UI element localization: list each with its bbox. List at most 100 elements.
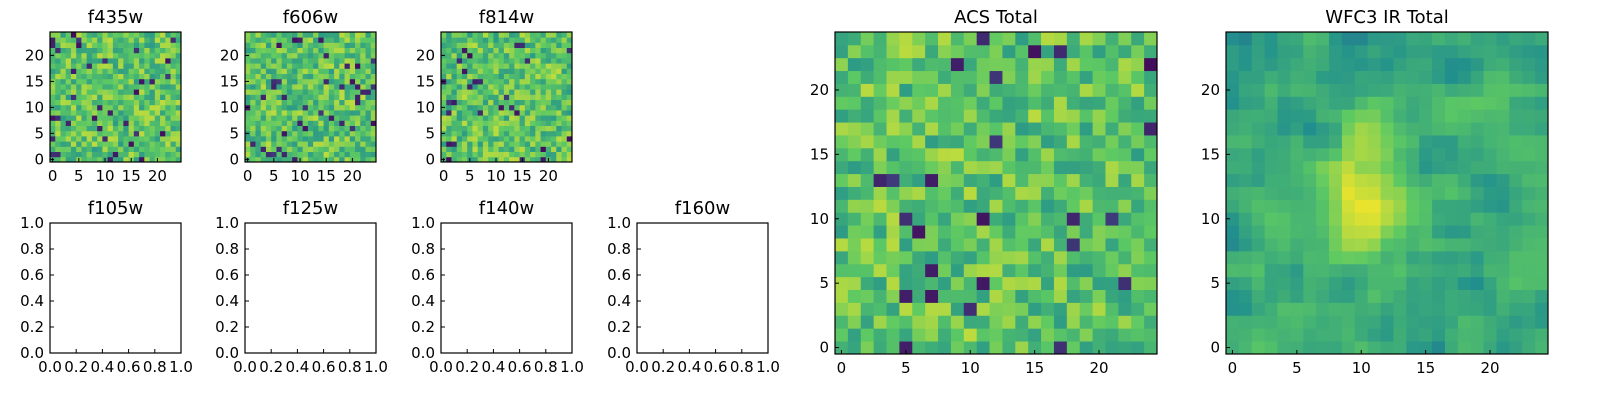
heatmap-cell bbox=[472, 141, 479, 147]
heatmap-cell bbox=[50, 110, 56, 116]
heatmap-cell bbox=[482, 130, 489, 137]
x-tick-label: 0 bbox=[48, 167, 58, 185]
heatmap-cell bbox=[535, 125, 541, 132]
heatmap-cell bbox=[1354, 70, 1369, 84]
heatmap-cell bbox=[160, 104, 166, 111]
heatmap-cell bbox=[503, 146, 510, 152]
heatmap-cell bbox=[1535, 32, 1549, 46]
heatmap-cell bbox=[446, 37, 452, 43]
heatmap-cell bbox=[370, 78, 377, 85]
heatmap-cell bbox=[1380, 328, 1394, 342]
heatmap-cell bbox=[1238, 147, 1253, 162]
heatmap-cell bbox=[503, 52, 510, 59]
heatmap-cell bbox=[1457, 238, 1472, 252]
heatmap-cell bbox=[118, 32, 124, 38]
heatmap-cell bbox=[1470, 250, 1484, 265]
heatmap-cell bbox=[545, 136, 552, 142]
heatmap-cell bbox=[566, 84, 573, 90]
heatmap-cell bbox=[860, 276, 875, 290]
heatmap-cell bbox=[286, 63, 293, 69]
heatmap-cell bbox=[102, 130, 109, 137]
heatmap-cell bbox=[1509, 328, 1523, 342]
heatmap-cell bbox=[1522, 186, 1536, 200]
heatmap-cell bbox=[1457, 328, 1472, 342]
heatmap-cell bbox=[566, 37, 573, 43]
heatmap-cell bbox=[339, 32, 345, 38]
heatmap-cell bbox=[1002, 160, 1016, 175]
heatmap-cell bbox=[1444, 302, 1459, 316]
heatmap-cell bbox=[535, 63, 541, 69]
heatmap-cell bbox=[1419, 250, 1433, 265]
axes-frame bbox=[440, 31, 573, 163]
heatmap-cell bbox=[250, 32, 256, 38]
heatmap-cell bbox=[488, 73, 494, 80]
heatmap-cell bbox=[144, 42, 150, 48]
heatmap-cell bbox=[556, 94, 562, 100]
heatmap-cell bbox=[70, 78, 77, 85]
heatmap-cell bbox=[265, 32, 272, 38]
heatmap-cell bbox=[566, 151, 573, 158]
heatmap-cell bbox=[1079, 70, 1093, 84]
heatmap-cell bbox=[149, 125, 156, 132]
heatmap-cell bbox=[81, 130, 88, 137]
heatmap-cell bbox=[107, 84, 114, 90]
heatmap-cell bbox=[530, 115, 536, 121]
heatmap-cell bbox=[472, 42, 479, 48]
y-tick-label: 0.2 bbox=[607, 318, 631, 336]
heatmap-cell bbox=[1419, 135, 1433, 149]
heatmap-cell bbox=[344, 94, 351, 100]
heatmap-cell bbox=[989, 302, 1003, 316]
heatmap-cell bbox=[292, 125, 298, 132]
heatmap-cell bbox=[963, 135, 978, 149]
heatmap-cell bbox=[76, 84, 82, 90]
heatmap-cell bbox=[81, 63, 88, 69]
heatmap-cell bbox=[1380, 238, 1394, 252]
heatmap-cell bbox=[281, 47, 288, 54]
heatmap-cell bbox=[446, 63, 452, 69]
heatmap-cell bbox=[1380, 276, 1394, 290]
heatmap-cell bbox=[1329, 212, 1343, 226]
heatmap-cell bbox=[360, 47, 366, 54]
heatmap-cell bbox=[530, 47, 536, 54]
heatmap-cell bbox=[1290, 328, 1304, 342]
heatmap-cell bbox=[446, 130, 452, 137]
heatmap-cell bbox=[514, 68, 520, 74]
heatmap-cell bbox=[1053, 44, 1068, 59]
heatmap-cell bbox=[488, 156, 494, 163]
heatmap-cell bbox=[344, 52, 351, 59]
heatmap-cell bbox=[91, 156, 98, 163]
heatmap-cell bbox=[91, 73, 98, 80]
heatmap-cell bbox=[899, 160, 913, 175]
heatmap-cell bbox=[175, 120, 182, 126]
heatmap-cell bbox=[925, 96, 939, 110]
y-tick-label: 10 bbox=[25, 98, 44, 116]
heatmap-cell bbox=[144, 99, 150, 106]
heatmap-cell bbox=[1092, 173, 1106, 187]
heatmap-cell bbox=[976, 44, 990, 59]
heatmap-cell bbox=[1444, 135, 1459, 149]
heatmap-cell bbox=[1380, 263, 1394, 278]
heatmap-cell bbox=[76, 151, 82, 158]
heatmap-cell bbox=[899, 57, 913, 72]
heatmap-cell bbox=[461, 151, 468, 158]
heatmap-cell bbox=[860, 135, 875, 149]
heatmap-cell bbox=[1290, 341, 1304, 355]
heatmap-cell bbox=[519, 99, 526, 106]
heatmap-cell bbox=[488, 125, 494, 132]
heatmap-cell bbox=[265, 110, 272, 116]
heatmap-cell bbox=[1419, 289, 1433, 303]
heatmap-cell bbox=[255, 84, 262, 90]
heatmap-cell bbox=[170, 115, 177, 121]
heatmap-cell bbox=[1264, 147, 1278, 162]
heatmap-cell bbox=[912, 173, 926, 187]
heatmap-cell bbox=[107, 125, 114, 132]
heatmap-cell bbox=[503, 104, 510, 111]
heatmap-cell bbox=[488, 32, 494, 38]
heatmap-cell bbox=[566, 136, 573, 142]
heatmap-cell bbox=[938, 276, 952, 290]
heatmap-cell bbox=[1290, 109, 1304, 123]
heatmap-cell bbox=[1483, 341, 1497, 355]
heatmap-cell bbox=[1144, 186, 1158, 200]
heatmap-cell bbox=[1380, 44, 1394, 59]
heatmap-cell bbox=[313, 89, 319, 95]
